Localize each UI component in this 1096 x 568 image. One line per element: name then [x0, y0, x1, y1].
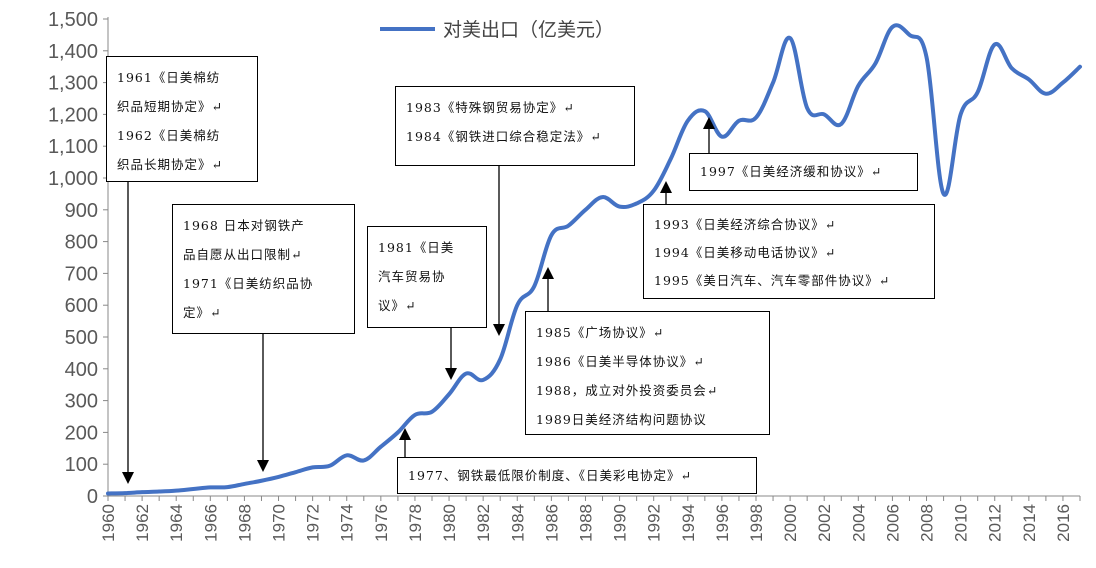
annotation-line: 织品长期协定》↵ [117, 157, 223, 172]
annotation-line: 织品短期协定》↵ [117, 99, 223, 114]
annotation-line: 1981《日美 [378, 240, 455, 255]
annotation-line: 1968 日本对钢铁产 [183, 218, 305, 233]
annotation-line: 1994《日美移动电话协议》↵ [654, 245, 837, 260]
y-tick-label: 1,300 [48, 73, 98, 95]
y-tick-label: 900 [65, 200, 98, 222]
x-tick-label: 1976 [372, 504, 391, 542]
x-tick-label: 1998 [747, 504, 766, 542]
x-tick-label: 2004 [849, 504, 868, 542]
annotation-line: 1984《钢铁进口综合稳定法》↵ [406, 129, 602, 144]
annotation-arrow-head [493, 324, 505, 336]
x-tick-label: 1980 [440, 504, 459, 542]
annotation-arrows [122, 117, 715, 484]
annotation-line: 1989日美经济结构问题协议 [536, 412, 707, 427]
x-tick-label: 1984 [508, 504, 527, 542]
annotation-line: 1988，成立对外投资委员会↵ [536, 383, 719, 398]
annotation-line: 1961《日美棉纺 [117, 70, 221, 85]
series-lines [106, 23, 1082, 496]
annotation-1977: 1977、钢铁最低限价制度、《日美彩电协定》↵ [397, 457, 757, 494]
x-tick-label: 1974 [338, 504, 357, 542]
x-tick-label: 1988 [576, 504, 595, 542]
x-tick-label: 1972 [304, 504, 323, 542]
annotation-line: 1962《日美棉纺 [117, 128, 221, 143]
x-tick-label: 2012 [986, 504, 1005, 542]
annotation-line: 定》↵ [183, 305, 222, 320]
x-tick-label: 1994 [679, 504, 698, 542]
annotation-arrow-head [399, 428, 411, 440]
y-tick-label: 200 [65, 422, 98, 444]
x-tick-label: 1982 [474, 504, 493, 542]
series-line [106, 23, 1082, 496]
y-axis: 0 100 200 300 400 500 600 700 800 900 1,000 1,100 1,… [48, 9, 109, 508]
annotation-1961-1962: 1961《日美棉纺 织品短期协定》↵ 1962《日美棉纺 织品长期协定》↵ [106, 56, 258, 182]
annotation-1968-1971: 1968 日本对钢铁产 品自愿从出口限制↵ 1971《日美纺织品协 定》↵ [172, 204, 355, 334]
annotation-arrow-head [703, 117, 715, 129]
y-tick-label: 600 [65, 295, 98, 317]
x-tick-label: 2010 [952, 504, 971, 542]
annotation-line: 1997《日美经济缓和协议》↵ [700, 164, 883, 179]
annotation-1981: 1981《日美 汽车贸易协 议》↵ [367, 226, 487, 328]
x-tick-label: 1968 [235, 504, 254, 542]
x-tick-label: 1992 [645, 504, 664, 542]
x-tick-label: 1990 [611, 504, 630, 542]
annotation-line: 1993《日美经济综合协议》↵ [654, 217, 837, 232]
x-tick-label: 1960 [99, 504, 118, 542]
x-tick-label: 2008 [918, 504, 937, 542]
annotation-line: 1985《广场协议》↵ [536, 325, 665, 340]
annotation-arrow-head [542, 267, 554, 279]
annotation-line: 1977、钢铁最低限价制度、《日美彩电协定》↵ [408, 468, 693, 483]
annotation-line: 1971《日美纺织品协 [183, 276, 314, 291]
x-axis: 1960 1962 1964 1966 1968 1970 1972 1974 1976 1978… [99, 495, 1081, 542]
annotation-arrow-head [257, 460, 269, 472]
y-tick-label: 800 [65, 232, 98, 254]
legend: 对美出口（亿美元） [380, 19, 614, 41]
y-tick-label: 1,000 [48, 168, 98, 190]
annotation-line: 1983《特殊钢贸易协定》↵ [406, 100, 575, 115]
y-tick-label: 0 [87, 486, 98, 508]
x-tick-label: 1966 [201, 504, 220, 542]
x-tick-label: 1986 [542, 504, 561, 542]
x-tick-label: 2014 [1020, 504, 1039, 542]
annotation-arrow-head [122, 472, 134, 484]
y-tick-label: 400 [65, 359, 98, 381]
y-tick-label: 1,400 [48, 41, 98, 63]
annotation-1985-1989: 1985《广场协议》↵ 1986《日美半导体协议》↵ 1988，成立对外投资委员… [525, 311, 770, 435]
x-tick-label: 1996 [713, 504, 732, 542]
x-tick-label: 2002 [815, 504, 834, 542]
annotation-line: 汽车贸易协 [378, 269, 446, 284]
x-tick-label: 1962 [133, 504, 152, 542]
y-tick-label: 100 [65, 454, 98, 476]
y-tick-label: 700 [65, 263, 98, 285]
y-tick-label: 500 [65, 327, 98, 349]
annotation-line: 品自愿从出口限制↵ [183, 247, 303, 262]
y-tick-label: 300 [65, 391, 98, 413]
annotation-1993-1995: 1993《日美经济综合协议》↵ 1994《日美移动电话协议》↵ 1995《美日汽… [643, 204, 935, 299]
annotation-1997: 1997《日美经济缓和协议》↵ [689, 153, 918, 191]
annotation-line: 1995《美日汽车、汽车零部件协议》↵ [654, 273, 891, 288]
y-tick-label: 1,100 [48, 136, 98, 158]
x-tick-label: 2016 [1054, 504, 1073, 542]
x-tick-label: 1978 [406, 504, 425, 542]
annotation-line: 议》↵ [378, 298, 417, 313]
x-tick-label: 2006 [883, 504, 902, 542]
x-tick-label: 2000 [781, 504, 800, 542]
x-tick-label: 1964 [167, 504, 186, 542]
annotation-line: 1986《日美半导体协议》↵ [536, 354, 705, 369]
y-tick-label: 1,500 [48, 9, 98, 31]
annotation-arrow-head [445, 368, 457, 380]
x-tick-label: 1970 [270, 504, 289, 542]
annotation-arrow-head [660, 181, 672, 193]
legend-label: 对美出口（亿美元） [443, 19, 614, 41]
annotation-1983-1984: 1983《特殊钢贸易协定》↵ 1984《钢铁进口综合稳定法》↵ [395, 86, 635, 166]
y-tick-label: 1,200 [48, 104, 98, 126]
